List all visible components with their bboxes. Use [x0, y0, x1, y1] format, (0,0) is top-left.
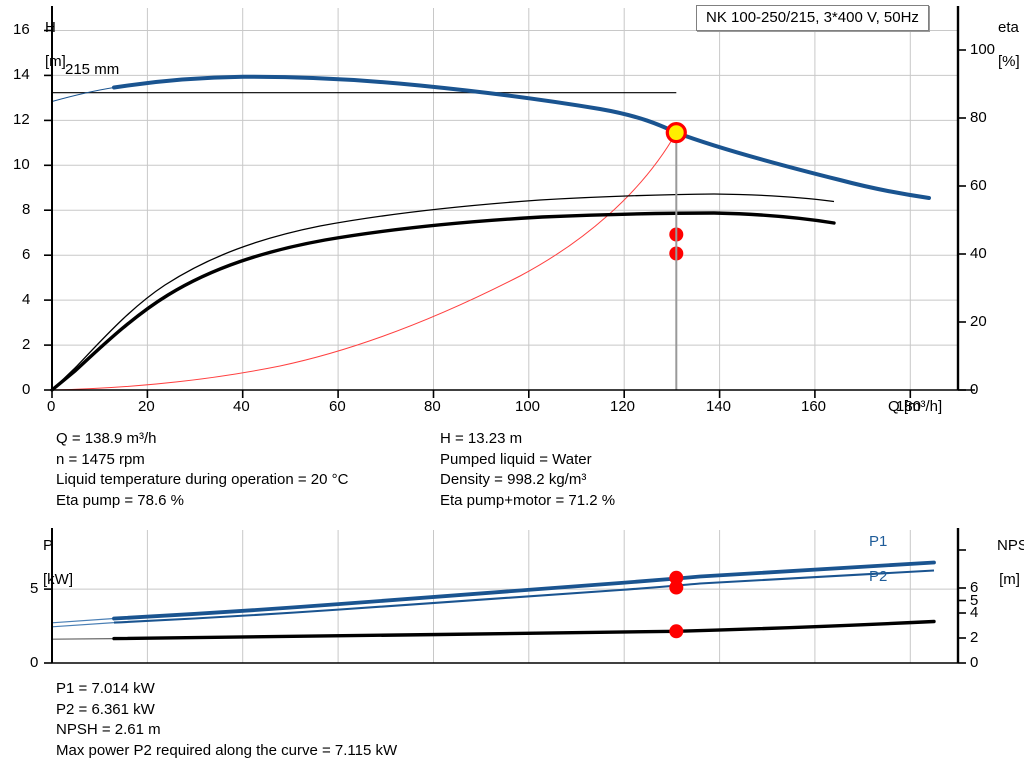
npsh-tick-0: 0 — [970, 654, 979, 671]
x-tick-40: 40 — [233, 398, 250, 415]
x-tick-120: 120 — [610, 398, 636, 415]
p2-series-label: P2 — [869, 568, 888, 585]
x-tick-180: 180 — [896, 398, 922, 415]
top-chart-y2-axis-title: eta [%] — [973, 2, 1020, 87]
duty-point-marker[interactable] — [665, 122, 687, 144]
info-line-h: H = 13.23 m — [440, 430, 523, 447]
y-tick-12: 12 — [13, 111, 30, 128]
x-tick-100: 100 — [515, 398, 541, 415]
p1-duty-marker — [669, 570, 684, 585]
grid-lines — [52, 8, 958, 390]
y-tick-6: 6 — [22, 246, 31, 263]
info-line-npsh: NPSH = 2.61 m — [56, 721, 161, 738]
duty-info-right-column: H = 13.23 m Pumped liquid = Water Densit… — [440, 429, 615, 511]
info-line-p2: P2 = 6.361 kW — [56, 700, 155, 718]
y-tick-10: 10 — [13, 156, 30, 173]
head-curve — [112, 74, 931, 200]
npsh-tick-6: 6 — [970, 579, 979, 596]
info-line-q: Q = 138.9 m³/h — [56, 430, 157, 447]
head-efficiency-chart: H [m] 0 2 4 6 8 10 12 14 16 0 20 40 60 8… — [13, 2, 1020, 415]
top-chart-y-axis-unit: [m] — [45, 53, 66, 70]
y-tick-16: 16 — [13, 21, 30, 38]
y2-tick-60: 60 — [970, 177, 987, 194]
info-line-pumped-liquid: Pumped liquid = Water — [440, 450, 592, 468]
x-tick-160: 160 — [801, 398, 827, 415]
p-tick-5: 5 — [30, 580, 39, 597]
top-chart-y2-axis-unit: [%] — [998, 53, 1020, 70]
power-npsh-chart: P [kW] 0 5 NPSH [m] 0 2 4 5 6 P1 P2 — [0, 515, 1024, 685]
eta-pump-motor-curve — [50, 211, 836, 392]
x-tick-80: 80 — [424, 398, 441, 415]
top-chart-y-axis-name: H — [45, 19, 56, 36]
y-tick-0: 0 — [22, 381, 31, 398]
p1-curve — [112, 560, 936, 621]
top-chart-y2-axis-name: eta — [998, 19, 1019, 36]
system-curve — [51, 132, 677, 391]
y-tick-4: 4 — [22, 291, 31, 308]
y-tick-14: 14 — [13, 66, 30, 83]
power-npsh-chart-svg — [44, 528, 966, 664]
x-tick-20: 20 — [138, 398, 155, 415]
head-curve-extension — [51, 86, 115, 103]
impeller-diameter-label: 215 mm — [65, 61, 120, 78]
npsh-tick-2: 2 — [970, 629, 979, 646]
bottom-chart-y2-axis-name: NPSH — [997, 537, 1024, 554]
p2-duty-marker — [669, 580, 684, 595]
eta-pump-curve — [51, 193, 835, 391]
y-tick-2: 2 — [22, 336, 31, 353]
npsh-tick-5: 5 — [970, 591, 979, 609]
bottom-chart-y2-axis-title: NPSH [m] — [972, 520, 1024, 605]
info-line-density: Density = 998.2 kg/m³ — [440, 471, 587, 488]
y-axis-ticks — [44, 588, 52, 664]
info-line-eta-pump-motor: Eta pump+motor = 71.2 % — [440, 491, 616, 509]
info-line-eta-pump: Eta pump = 78.6 % — [56, 491, 184, 509]
info-line-p1: P1 = 7.014 kW — [56, 680, 155, 697]
head-efficiency-chart-svg — [44, 6, 975, 398]
y2-tick-20: 20 — [970, 313, 987, 330]
p1-series-label: P1 — [869, 533, 888, 550]
y2-tick-0: 0 — [970, 381, 979, 398]
power-info-block: P1 = 7.014 kW P2 = 6.361 kW NPSH = 2.61 … — [56, 679, 397, 761]
y-tick-8: 8 — [22, 201, 31, 218]
x-axis-ticks — [51, 390, 912, 398]
pump-title-box: NK 100-250/215, 3*400 V, 50Hz — [696, 5, 929, 31]
npsh-tick-4: 4 — [970, 604, 979, 621]
info-line-n: n = 1475 rpm — [56, 450, 145, 468]
y2-tick-80: 80 — [970, 109, 987, 126]
npsh-duty-marker — [669, 624, 684, 639]
bottom-chart-y-axis-name: P — [43, 537, 54, 554]
bottom-chart-y2-axis-unit: [m] — [999, 571, 1020, 588]
npsh-curve — [112, 619, 936, 641]
duty-info-left-column: Q = 138.9 m³/h n = 1475 rpm Liquid tempe… — [56, 429, 348, 511]
npsh-curve-extension — [51, 638, 115, 640]
bottom-chart-y-axis-unit: [kW] — [43, 571, 74, 588]
x-tick-140: 140 — [706, 398, 732, 415]
y2-tick-100: 100 — [970, 41, 996, 58]
grid-lines — [52, 530, 958, 663]
x-tick-60: 60 — [329, 398, 346, 415]
y2-tick-40: 40 — [970, 245, 987, 262]
x-tick-0: 0 — [47, 398, 56, 415]
p1-curve-extension — [51, 617, 115, 624]
info-line-liquid-temperature: Liquid temperature during operation = 20… — [56, 471, 349, 488]
y2-axis-ticks — [958, 549, 966, 664]
top-chart-y-axis-title: H [m] — [20, 2, 66, 87]
top-chart-x-axis-title: Q [m³/h] — [888, 398, 943, 415]
y-axis-ticks — [44, 29, 52, 391]
bottom-chart-y-axis-title: P [kW] — [18, 520, 73, 605]
p2-curve-extension — [51, 622, 115, 628]
info-line-max-power: Max power P2 required along the curve = … — [56, 741, 398, 759]
y2-axis-ticks — [958, 49, 966, 391]
p-tick-0: 0 — [30, 654, 39, 671]
p2-curve — [113, 569, 935, 624]
